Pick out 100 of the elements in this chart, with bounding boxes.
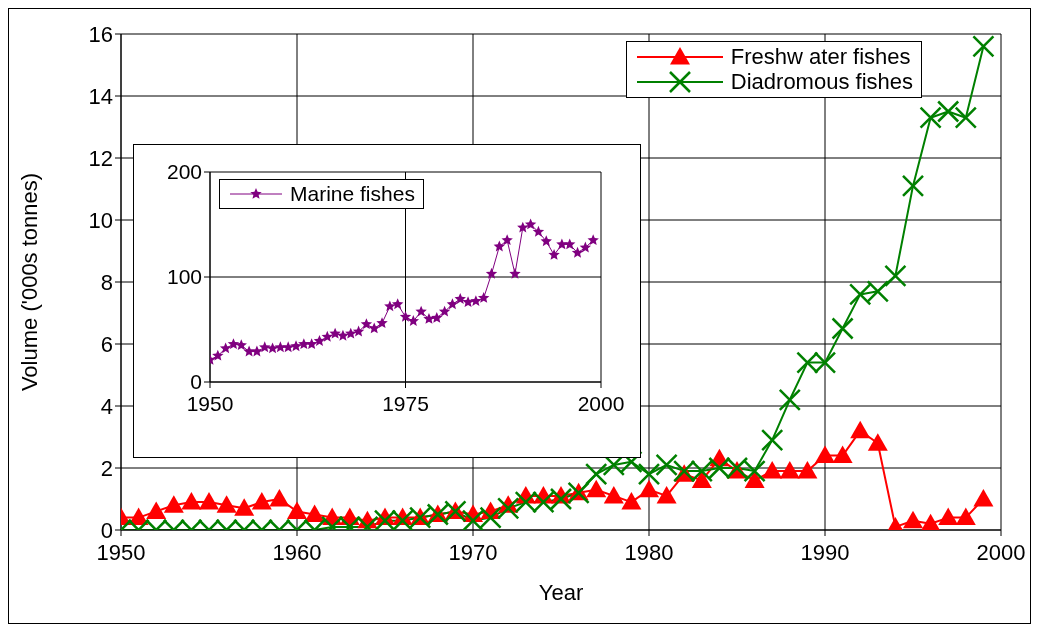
x-tick-label: 1990 — [800, 539, 850, 565]
point — [571, 246, 584, 258]
point — [181, 492, 202, 510]
point — [454, 293, 466, 304]
point — [415, 305, 427, 317]
x-axis-title: Year — [538, 580, 584, 605]
x-tick-label: 2000 — [976, 539, 1026, 565]
point — [269, 489, 290, 507]
point — [219, 342, 232, 354]
y-tick-label: 100 — [166, 265, 202, 289]
point — [815, 445, 835, 464]
point — [376, 317, 388, 329]
point — [496, 497, 520, 520]
point — [146, 501, 167, 519]
point — [655, 453, 678, 477]
point — [234, 498, 255, 516]
point — [779, 461, 800, 479]
point — [884, 264, 907, 288]
y-tick-label: 6 — [100, 331, 113, 357]
point — [337, 329, 349, 341]
point — [251, 345, 263, 357]
point — [901, 174, 925, 198]
point — [304, 504, 325, 522]
x-tick-label: 2000 — [577, 391, 625, 415]
point — [936, 100, 960, 123]
point — [621, 492, 642, 510]
point — [274, 341, 287, 353]
point — [509, 267, 521, 279]
y-tick-label: 0 — [190, 370, 202, 394]
point — [321, 330, 334, 342]
point — [477, 292, 490, 303]
point — [973, 489, 994, 507]
point — [446, 298, 459, 310]
y-tick-label: 2 — [100, 455, 113, 481]
point — [579, 241, 592, 253]
legend-label: Marine fishes — [290, 182, 415, 207]
point — [637, 462, 661, 486]
point — [778, 388, 802, 412]
point — [556, 238, 568, 250]
point — [212, 349, 224, 361]
point — [867, 433, 888, 451]
point — [329, 327, 341, 339]
point — [407, 315, 420, 326]
point — [199, 492, 219, 510]
point — [259, 341, 271, 353]
x-tick-label: 1980 — [624, 539, 674, 565]
point — [762, 461, 783, 479]
point — [305, 338, 318, 350]
point — [368, 322, 380, 334]
point — [384, 300, 396, 312]
point — [227, 338, 240, 350]
point — [850, 420, 871, 439]
point — [972, 35, 995, 58]
point — [954, 106, 978, 129]
point — [360, 318, 373, 330]
point — [938, 507, 959, 526]
y-tick-label: 4 — [100, 393, 113, 419]
point — [903, 510, 923, 529]
point — [920, 513, 941, 530]
point — [431, 311, 443, 323]
point — [524, 218, 537, 230]
point — [587, 234, 599, 246]
point — [493, 240, 506, 252]
point — [797, 461, 818, 479]
point — [517, 221, 529, 233]
point — [639, 479, 659, 498]
point — [603, 485, 624, 504]
point — [290, 340, 302, 352]
point — [287, 501, 307, 519]
y-tick-label: 16 — [88, 21, 113, 47]
y-tick-label: 12 — [88, 145, 113, 171]
point — [564, 238, 576, 250]
point — [470, 295, 482, 306]
point — [744, 470, 765, 488]
point — [548, 248, 560, 260]
point — [216, 495, 237, 513]
y-tick-label: 200 — [166, 160, 202, 184]
x-tick-label: 1960 — [272, 539, 322, 565]
y-tick-label: 10 — [88, 207, 113, 233]
point — [691, 470, 712, 488]
y-axis-title: Volume ('000s tonnes) — [16, 172, 42, 392]
point — [584, 462, 608, 486]
x-tick-label: 1970 — [448, 539, 498, 565]
point — [391, 298, 404, 310]
legend-label: Freshw ater fishes — [730, 44, 911, 70]
point — [345, 327, 357, 339]
point — [298, 338, 310, 350]
point — [955, 507, 976, 526]
point — [540, 235, 552, 247]
point — [282, 341, 294, 353]
point — [352, 325, 365, 337]
point — [313, 335, 326, 346]
y-tick-label: 14 — [88, 83, 113, 109]
point — [423, 313, 435, 324]
point — [586, 479, 607, 498]
point — [501, 234, 513, 246]
point — [831, 317, 854, 340]
x-tick-label: 1950 — [186, 391, 234, 415]
point — [251, 492, 272, 510]
point — [532, 225, 545, 237]
